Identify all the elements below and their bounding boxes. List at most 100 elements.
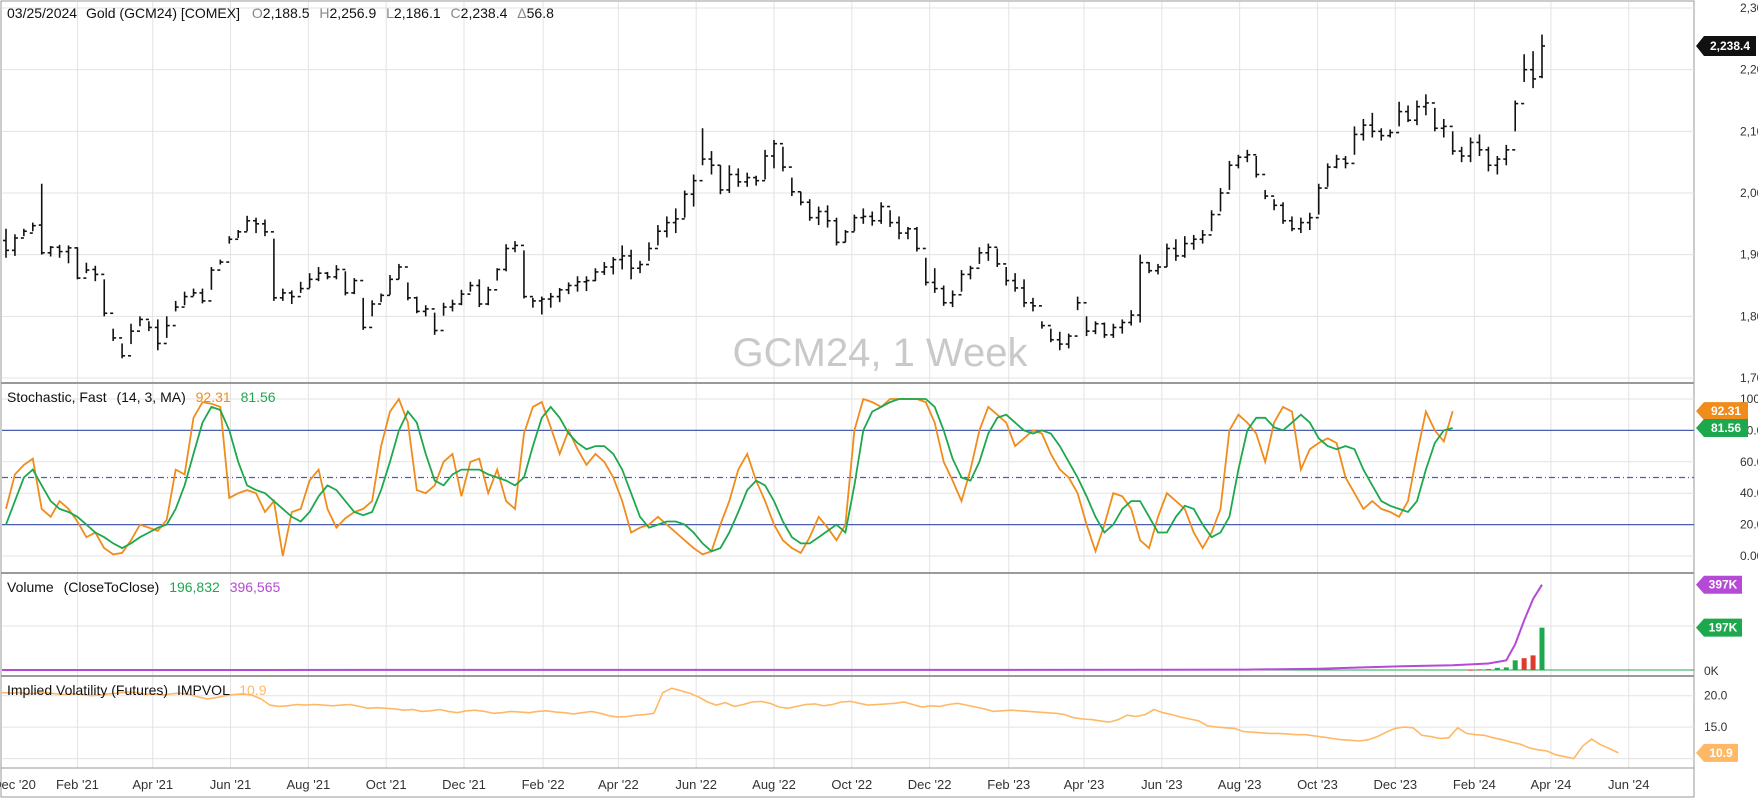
header-symbol: Gold (GCM24) [COMEX] xyxy=(86,5,240,21)
impvol-tick-label: 20.0 xyxy=(1704,689,1728,703)
ohlc-bar xyxy=(985,243,992,261)
x-tick-label: Dec '22 xyxy=(908,777,952,792)
ohlc-bar xyxy=(1253,153,1260,178)
ohlc-bar xyxy=(431,308,438,335)
x-tick-label: Feb '24 xyxy=(1453,777,1496,792)
ohlc-bar xyxy=(1306,212,1313,230)
ohlc-bar xyxy=(1146,261,1153,274)
ohlc-bar xyxy=(101,273,108,317)
stochastic-k-badge-label: 92.31 xyxy=(1711,404,1741,418)
open-interest-badge-label: 397K xyxy=(1709,578,1738,592)
ohlc-bar xyxy=(753,175,760,186)
x-tick-label: Jun '22 xyxy=(675,777,717,792)
ohlc-bar xyxy=(708,151,715,175)
volume-bar xyxy=(1468,669,1474,671)
ohlc-bar xyxy=(1539,34,1545,79)
stochastic-layer xyxy=(2,397,1694,557)
stochastic-tick-label: 0.00 xyxy=(1740,549,1758,563)
ohlc-bar xyxy=(1476,134,1483,156)
volume-bar xyxy=(1476,669,1482,671)
ohlc-bar xyxy=(744,172,751,187)
x-tick-label: Apr '24 xyxy=(1531,777,1572,792)
last-price-label: 2,238.4 xyxy=(1710,39,1750,53)
ohlc-bar xyxy=(824,205,831,228)
ohlc-bar xyxy=(1047,324,1054,343)
open-interest-value: 396,565 xyxy=(230,579,281,595)
ohlc-bar xyxy=(449,299,456,312)
ohlc-bar xyxy=(29,222,36,234)
ohlc-bar xyxy=(476,279,483,308)
ohlc-bar xyxy=(181,291,188,308)
ohlc-bar xyxy=(226,236,233,263)
ohlc-bar xyxy=(404,266,411,301)
header-high-label: H xyxy=(319,5,329,21)
impvol-value: 10.9 xyxy=(239,682,266,698)
ohlc-bar xyxy=(913,226,920,252)
x-tick-label: Jun '23 xyxy=(1141,777,1183,792)
ohlc-bar xyxy=(1458,146,1465,163)
price-tick-label: 1,900.0 xyxy=(1740,248,1758,262)
x-tick-label: Aug '23 xyxy=(1218,777,1262,792)
ohlc-bar xyxy=(56,244,63,258)
impvol-tick-label: 15.0 xyxy=(1704,720,1728,734)
impvol-badge-label: 10.9 xyxy=(1709,746,1733,760)
ohlc-bar xyxy=(494,268,501,291)
ohlc-bar xyxy=(851,214,858,233)
ohlc-bar xyxy=(1003,263,1010,286)
x-tick-label: Aug '21 xyxy=(287,777,331,792)
ohlc-bar xyxy=(1422,94,1429,116)
ohlc-bar xyxy=(869,211,876,226)
ohlc-bar xyxy=(1012,273,1019,292)
ohlc-bar xyxy=(369,300,376,329)
ohlc-bar xyxy=(1360,119,1367,141)
ohlc-bar xyxy=(74,247,81,280)
x-tick-label: Apr '23 xyxy=(1064,777,1105,792)
ohlc-bar xyxy=(663,216,670,238)
volume-badge xyxy=(1696,618,1742,637)
ohlc-bar xyxy=(1092,321,1099,335)
ohlc-bar xyxy=(1449,125,1456,155)
ohlc-bar xyxy=(1065,333,1072,349)
volume-legend: Volume (CloseToClose) 196,832 396,565 xyxy=(7,579,281,595)
header-change-label: Δ xyxy=(517,5,526,21)
ohlc-bar xyxy=(788,166,795,197)
ohlc-bar xyxy=(1137,254,1144,323)
header-close-value: 2,238.4 xyxy=(461,5,508,21)
ohlc-bar xyxy=(1431,102,1438,132)
ohlc-bar xyxy=(20,228,27,239)
ohlc-bar xyxy=(717,164,724,195)
ohlc-bar xyxy=(1440,119,1447,138)
price-bars-layer xyxy=(3,34,1545,359)
ohlc-bar xyxy=(199,288,206,304)
volume-badge-label: 197K xyxy=(1709,621,1738,635)
stochastic-k-value: 92.31 xyxy=(196,389,231,405)
ohlc-bar xyxy=(958,270,965,296)
ohlc-bar xyxy=(967,265,974,280)
ohlc-bar xyxy=(1413,100,1420,126)
ohlc-bar xyxy=(1262,173,1269,200)
ohlc-bar xyxy=(163,316,170,345)
ohlc-bar xyxy=(690,174,697,207)
ohlc-bar xyxy=(1280,202,1287,224)
volume-bar xyxy=(1503,667,1509,670)
ohlc-bar xyxy=(904,226,911,240)
price-tick-label: 2,300.0 xyxy=(1740,1,1758,15)
ohlc-bar xyxy=(681,190,688,220)
x-tick-label: Oct '23 xyxy=(1297,777,1338,792)
ohlc-bar xyxy=(288,290,295,304)
x-tick-label: Dec '23 xyxy=(1373,777,1417,792)
ohlc-bar xyxy=(735,168,742,187)
ohlc-bar xyxy=(1021,279,1028,308)
ohlc-bar xyxy=(592,268,599,282)
ohlc-bar xyxy=(1512,100,1519,151)
impvol-title: Implied Volatility (Futures) xyxy=(7,682,168,698)
ohlc-bar xyxy=(253,217,260,234)
x-tick-label: Feb '22 xyxy=(522,777,565,792)
volume-layer xyxy=(1,584,1694,671)
ohlc-bar xyxy=(583,276,590,292)
ohlc-bar xyxy=(637,260,644,274)
x-tick-label: Dec '20 xyxy=(0,777,36,792)
ohlc-bar xyxy=(815,206,822,226)
ohlc-bar xyxy=(1119,319,1126,334)
